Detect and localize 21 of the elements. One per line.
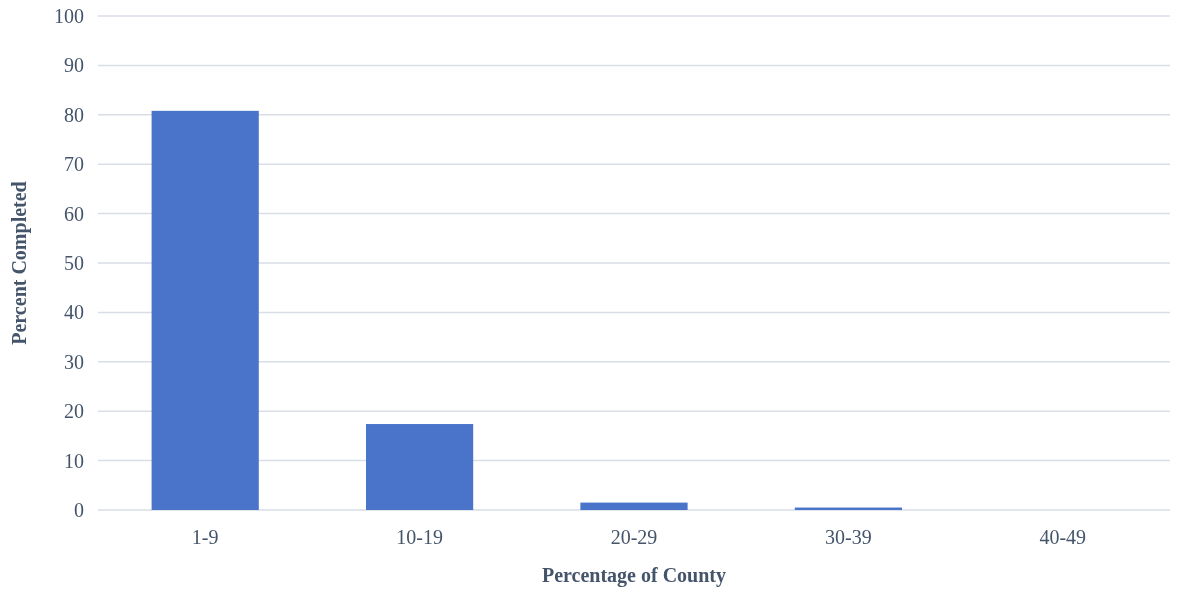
bar <box>580 502 688 510</box>
bar <box>151 110 259 510</box>
y-tick-label: 10 <box>64 449 84 472</box>
x-tick-label: 1-9 <box>191 526 219 548</box>
y-tick-label: 40 <box>64 301 84 324</box>
y-tick-label: 80 <box>64 103 84 126</box>
y-tick-label: 0 <box>74 499 84 521</box>
y-tick-label: 70 <box>64 153 84 176</box>
x-tick-label: 30-39 <box>825 526 872 548</box>
y-tick-label: 90 <box>64 54 84 77</box>
x-tick-label: 20-29 <box>610 526 658 548</box>
y-tick-label: 60 <box>64 202 84 225</box>
y-tick-label: 20 <box>64 400 84 423</box>
y-tick-label: 100 <box>54 5 84 27</box>
x-axis-title: Percentage of County <box>541 564 727 587</box>
y-axis-title: Percent Completed <box>8 181 31 345</box>
bar <box>366 424 474 510</box>
y-tick-label: 30 <box>64 350 84 373</box>
y-tick-label: 50 <box>64 252 84 274</box>
x-tick-label: 10-19 <box>396 526 443 548</box>
x-tick-label: 40-49 <box>1039 526 1087 548</box>
